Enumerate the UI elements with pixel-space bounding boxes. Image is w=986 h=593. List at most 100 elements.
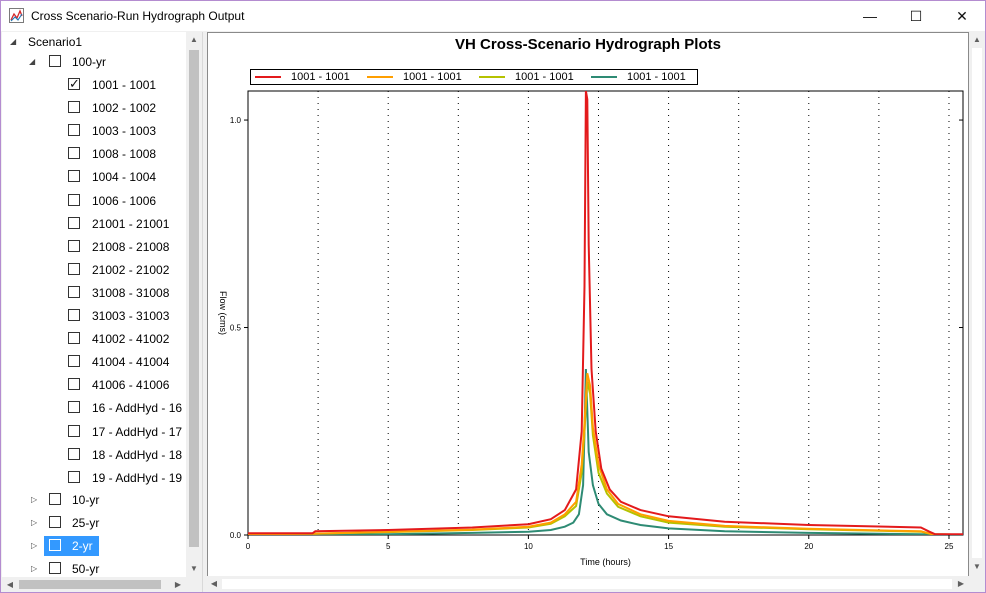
scroll-right-arrow-icon[interactable]: ▶ <box>174 580 182 589</box>
legend-label: 1001 - 1001 <box>291 71 350 83</box>
tree-checkbox[interactable] <box>68 447 80 460</box>
tree-item-label: 41004 - 41004 <box>92 355 170 370</box>
expand-triangle-icon[interactable]: ▷ <box>31 495 38 504</box>
tree-checkbox[interactable] <box>49 562 61 575</box>
tree-item-label: 21001 - 21001 <box>92 216 170 231</box>
tree-checkbox[interactable] <box>68 262 80 275</box>
tree-item-label: 1003 - 1003 <box>92 124 157 139</box>
expand-triangle-icon[interactable]: ▷ <box>31 541 38 551</box>
legend-item[interactable]: 1001 - 1001 <box>587 70 699 84</box>
tree-vscroll-thumb[interactable] <box>189 50 199 547</box>
tree-checkbox[interactable] <box>49 516 61 529</box>
scroll-left-arrow-icon[interactable]: ◀ <box>210 579 218 588</box>
tree-checkbox[interactable] <box>68 285 80 298</box>
tree-checkbox[interactable] <box>68 332 80 345</box>
chart-vscroll-thumb[interactable] <box>972 48 982 558</box>
tree-checkbox[interactable] <box>68 216 80 229</box>
tree-vertical-scrollbar[interactable]: ▲ ▼ <box>186 32 202 577</box>
tree-item-label: 17 - AddHyd - 17 <box>92 424 183 439</box>
tree-checkbox[interactable] <box>68 239 80 252</box>
series-line <box>248 372 963 535</box>
scroll-right-arrow-icon[interactable]: ▶ <box>957 579 965 588</box>
legend-label: 1001 - 1001 <box>627 71 686 83</box>
tree-item-label: 31008 - 31008 <box>92 285 170 300</box>
tree-checkbox[interactable] <box>68 309 80 321</box>
hydrograph-chart[interactable]: VH Cross-Scenario Hydrograph Plots 0 5 10 1… <box>207 32 969 577</box>
y-tick-label: 0.5 <box>230 324 242 333</box>
scroll-up-arrow-icon[interactable]: ▲ <box>190 35 198 44</box>
y-tick-label: 1.0 <box>230 116 242 125</box>
tree-checkbox[interactable] <box>49 493 61 505</box>
tree-item-label: 19 - AddHyd - 19 <box>92 470 183 485</box>
tree-item-label: 1004 - 1004 <box>92 170 157 185</box>
collapse-triangle-icon[interactable]: ◢ <box>10 37 17 46</box>
tree-item-label: 1001 - 1001 <box>92 78 157 92</box>
tree-checkbox[interactable] <box>68 147 80 160</box>
tree-checkbox[interactable] <box>68 424 80 437</box>
scenario-tree-panel: ◢ Scenario1 ◢ 100-yr 1001 - 1001 1002 - 1… <box>2 32 203 592</box>
tree-item-label: 41002 - 41002 <box>92 332 170 347</box>
minimize-button[interactable]: — <box>863 8 877 24</box>
tree-checkbox[interactable] <box>68 193 80 206</box>
legend-item[interactable]: 1001 - 1001 <box>251 70 363 84</box>
close-button[interactable]: ✕ <box>956 8 968 24</box>
scroll-down-arrow-icon[interactable]: ▼ <box>973 562 981 571</box>
tree-checkbox[interactable] <box>68 378 80 391</box>
collapse-triangle-icon[interactable]: ◢ <box>29 57 36 66</box>
x-axis-label: Time (hours) <box>580 557 631 567</box>
scroll-up-arrow-icon[interactable]: ▲ <box>973 35 981 44</box>
scroll-left-arrow-icon[interactable]: ◀ <box>6 580 14 589</box>
legend-item[interactable]: 1001 - 1001 <box>363 70 475 84</box>
chart-horizontal-scrollbar[interactable]: ◀ ▶ <box>206 576 969 592</box>
x-tick-label: 25 <box>945 542 954 551</box>
plot-area-svg[interactable]: 0 5 10 15 20 25 0.0 0.5 1.0 Time (hours) Flow (cms… <box>208 33 968 576</box>
tree-item-label: 31003 - 31003 <box>92 309 170 323</box>
legend-swatch <box>591 76 617 78</box>
expand-triangle-icon[interactable]: ▷ <box>31 518 38 528</box>
chart-vertical-scrollbar[interactable]: ▲ ▼ <box>969 32 985 575</box>
chart-host-panel: VH Cross-Scenario Hydrograph Plots 0 5 10 1… <box>206 32 985 592</box>
x-tick-label: 20 <box>804 542 813 551</box>
series-line <box>248 91 963 535</box>
scroll-down-arrow-icon[interactable]: ▼ <box>190 564 198 573</box>
legend-swatch <box>255 76 281 78</box>
tree-hscroll-thumb[interactable] <box>19 580 161 589</box>
chart-hscroll-thumb[interactable] <box>222 579 952 589</box>
expand-triangle-icon[interactable]: ▷ <box>31 564 38 574</box>
tree-item-label: 21002 - 21002 <box>92 262 170 277</box>
tree-checkbox[interactable] <box>68 74 80 94</box>
tree-item-label: 1008 - 1008 <box>92 147 157 162</box>
legend-item[interactable]: 1001 - 1001 <box>475 70 587 84</box>
plot-area <box>247 90 964 536</box>
tree-node-label: 50-yr <box>72 562 100 577</box>
title-bar[interactable]: Cross Scenario-Run Hydrograph Output — ☐… <box>1 1 985 31</box>
window-title: Cross Scenario-Run Hydrograph Output <box>31 9 245 23</box>
tree-item-label: 21008 - 21008 <box>92 239 170 254</box>
tree-item-label: 18 - AddHyd - 18 <box>92 447 183 462</box>
tree-checkbox[interactable] <box>68 170 80 183</box>
chart-legend[interactable]: 1001 - 1001 1001 - 1001 1001 - 1001 1001 - … <box>250 69 698 85</box>
legend-swatch <box>479 76 505 78</box>
legend-swatch <box>367 76 393 78</box>
tree-checkbox[interactable] <box>49 55 61 67</box>
scrollbar-corner <box>969 576 985 592</box>
scenario-tree[interactable]: ◢ Scenario1 ◢ 100-yr 1001 - 1001 1002 - 1… <box>2 32 186 577</box>
tree-horizontal-scrollbar[interactable]: ◀ ▶ <box>2 577 186 592</box>
tree-checkbox[interactable] <box>68 124 80 137</box>
maximize-button[interactable]: ☐ <box>909 8 923 24</box>
x-tick-label: 10 <box>524 542 533 551</box>
scrollbar-corner <box>186 577 202 592</box>
tree-checkbox[interactable] <box>68 101 80 114</box>
legend-label: 1001 - 1001 <box>403 71 462 83</box>
tree-item-label: 1002 - 1002 <box>92 101 157 116</box>
tree-node-label: 10-yr <box>72 493 100 507</box>
tree-checkbox[interactable] <box>68 470 80 483</box>
tree-checkbox[interactable] <box>68 401 80 414</box>
tree-item-label: 16 - AddHyd - 16 <box>92 401 183 416</box>
tree-checkbox[interactable] <box>68 355 80 368</box>
tree-node-label: 100-yr <box>72 55 107 69</box>
tree-checkbox[interactable] <box>49 539 61 552</box>
x-tick-label: 5 <box>386 542 391 551</box>
x-tick-label: 15 <box>664 542 673 551</box>
